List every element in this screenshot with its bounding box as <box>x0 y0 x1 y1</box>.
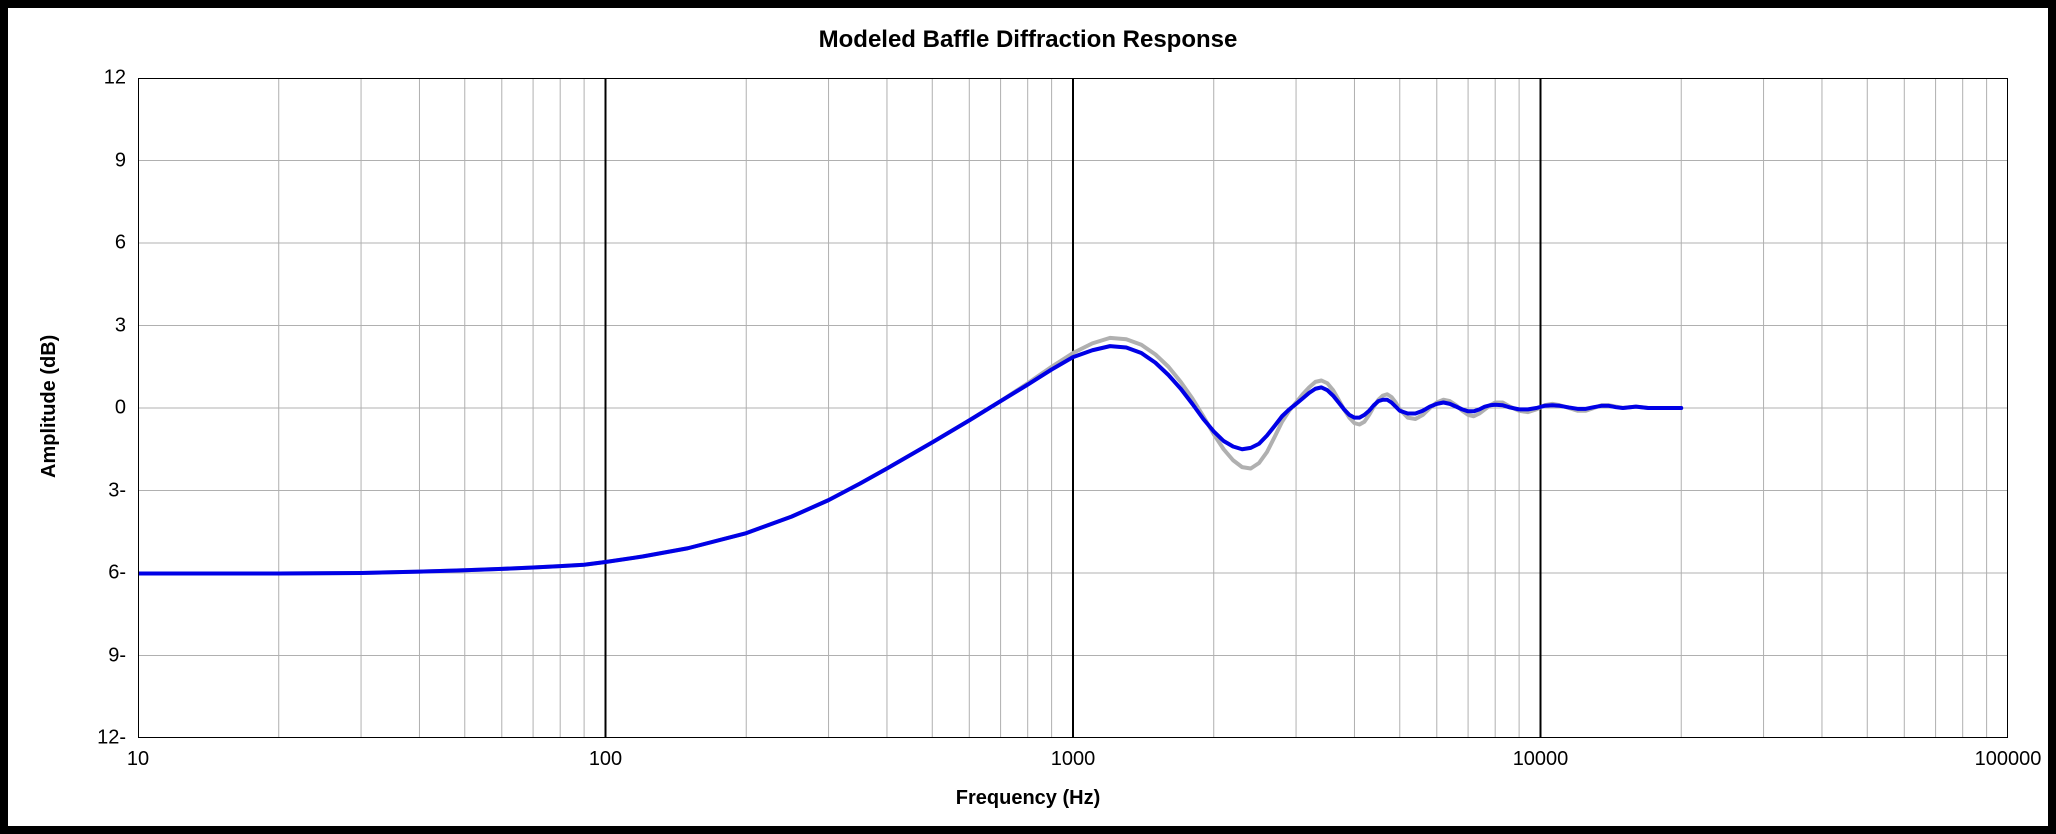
x-tick-label: 1000 <box>1051 748 1096 771</box>
x-axis-label: Frequency (Hz) <box>8 787 2048 810</box>
x-tick-label: 100 <box>589 748 622 771</box>
x-tick-label: 10000 <box>1513 748 1569 771</box>
plot-svg <box>138 78 2008 738</box>
x-tick-label: 100000 <box>1975 748 2042 771</box>
chart-title: Modeled Baffle Diffraction Response <box>8 26 2048 54</box>
chart-container: Modeled Baffle Diffraction Response Ampl… <box>0 0 2056 834</box>
x-tick-label: 10 <box>127 748 149 771</box>
plot-area <box>138 78 2008 738</box>
y-axis-label: Amplitude (dB) <box>38 335 61 478</box>
